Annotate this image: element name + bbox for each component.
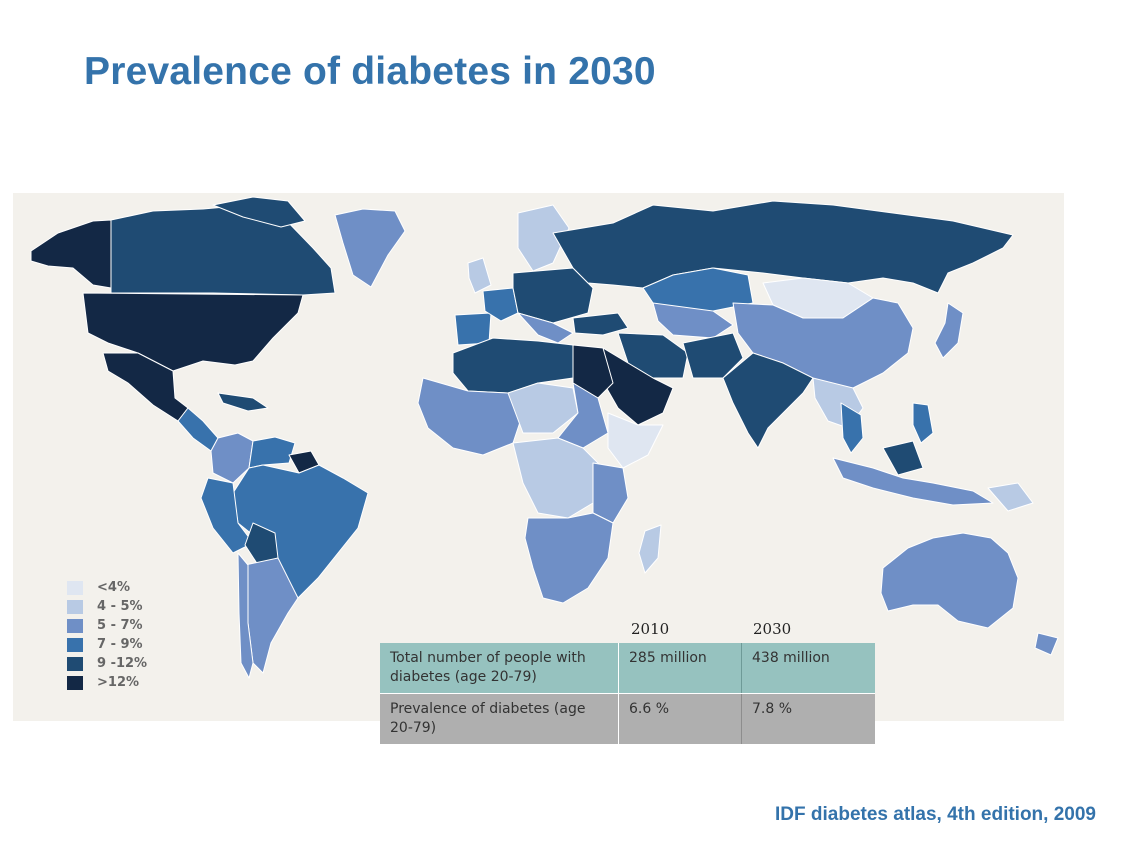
legend-item: 5 - 7% (67, 616, 147, 635)
region-arctic-islands (212, 196, 306, 228)
legend-label: 7 - 9% (97, 637, 143, 652)
region-greenland (334, 208, 406, 288)
legend-swatch (67, 656, 83, 671)
region-east-africa (592, 462, 629, 524)
region-philippines (912, 402, 934, 444)
stats-year-2030: 2030 (753, 620, 792, 638)
legend-label: >12% (97, 675, 140, 690)
stats-value-2010: 285 million (619, 643, 742, 693)
legend-swatch (67, 637, 83, 652)
region-alaska (30, 219, 112, 289)
stats-row-total: Total number of people with diabetes (ag… (380, 643, 875, 693)
region-thailand-malaysia (840, 402, 864, 454)
region-australia (880, 532, 1019, 629)
region-france (482, 287, 519, 322)
region-chile (237, 552, 254, 679)
region-central-america (177, 407, 219, 452)
stats-table: 2010 2030 Total number of people with di… (380, 618, 875, 744)
region-central-africa (512, 437, 604, 519)
region-madagascar (638, 524, 662, 574)
legend-swatch (67, 580, 83, 595)
region-pakistan-afghanistan (682, 332, 744, 379)
region-caribbean (217, 392, 269, 412)
legend-swatch (67, 675, 83, 690)
region-horn (607, 412, 664, 469)
region-usa (82, 292, 304, 372)
region-southern-africa (524, 512, 614, 604)
legend-label: 9 -12% (97, 656, 148, 671)
region-iberia (454, 312, 492, 346)
legend-item: 9 -12% (67, 654, 147, 673)
region-borneo (882, 440, 924, 476)
stats-value-2030: 438 million (752, 650, 830, 666)
stats-header-spacer (380, 618, 619, 643)
stats-year-2010: 2010 (631, 620, 670, 638)
stats-row-label: Total number of people with diabetes (ag… (380, 643, 619, 693)
legend-item: >12% (67, 673, 147, 692)
region-egypt (572, 344, 614, 399)
legend-item: <4% (67, 578, 147, 597)
region-italy-balkans (517, 312, 574, 344)
legend-swatch (67, 618, 83, 633)
legend-swatch (67, 599, 83, 614)
stats-row-label: Prevalence of diabetes (age 20-79) (380, 694, 619, 744)
region-japan (934, 302, 964, 359)
region-scandinavia (517, 204, 570, 272)
world-map (13, 193, 1064, 721)
region-new-zealand (1034, 632, 1059, 656)
region-peru (200, 477, 254, 554)
region-brazil (232, 464, 369, 599)
stats-value-2010: 6.6 % (619, 694, 742, 744)
legend-item: 7 - 9% (67, 635, 147, 654)
legend-item: 4 - 5% (67, 597, 147, 616)
legend-label: 4 - 5% (97, 599, 143, 614)
stats-value-2030: 7.8 % (752, 701, 793, 717)
page-title: Prevalence of diabetes in 2030 (84, 50, 656, 93)
region-west-africa (417, 377, 524, 456)
region-turkey (572, 312, 629, 336)
region-venezuela (248, 436, 296, 469)
stats-header: 2010 2030 (380, 618, 875, 643)
legend-label: 5 - 7% (97, 618, 143, 633)
region-canada (110, 204, 336, 296)
region-india (722, 352, 814, 449)
source-credit: IDF diabetes atlas, 4th edition, 2009 (775, 804, 1096, 825)
region-indonesia (832, 457, 994, 506)
region-uk (467, 257, 492, 294)
region-papua (987, 482, 1034, 512)
map-legend: <4% 4 - 5% 5 - 7% 7 - 9% 9 -12% >12% (67, 578, 147, 692)
world-map-svg (30, 196, 1059, 679)
region-russia (552, 200, 1014, 294)
stats-row-prevalence: Prevalence of diabetes (age 20-79) 6.6 %… (380, 693, 875, 744)
legend-label: <4% (97, 580, 130, 595)
